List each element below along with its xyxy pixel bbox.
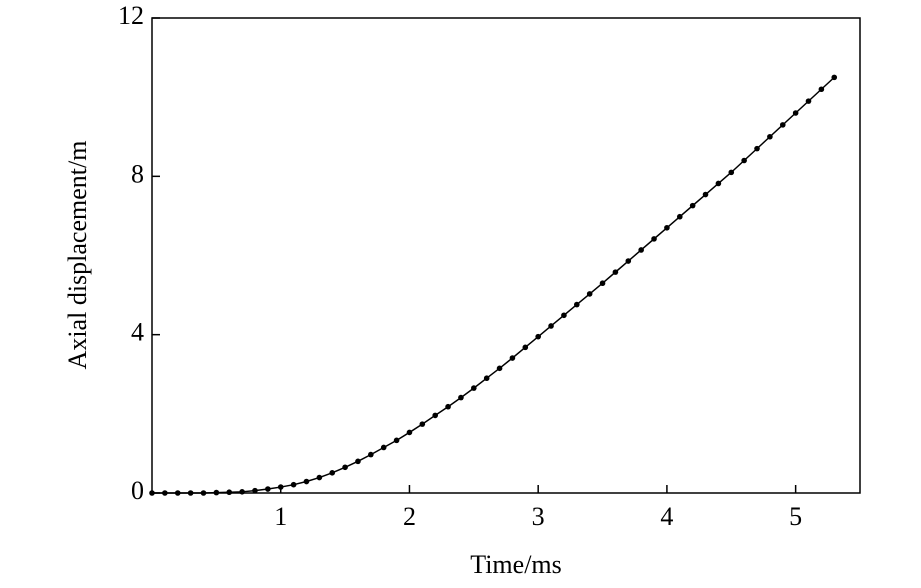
marker <box>419 421 426 427</box>
line <box>152 76 835 494</box>
y-tick-label: 0 <box>131 476 144 505</box>
marker <box>586 291 593 297</box>
marker <box>213 489 220 496</box>
marker <box>252 487 258 494</box>
marker <box>741 157 747 164</box>
y-tick-label: 8 <box>131 159 144 188</box>
marker <box>767 133 773 140</box>
marker <box>483 375 490 382</box>
marker <box>239 489 245 495</box>
marker <box>715 180 722 187</box>
marker <box>277 484 284 490</box>
marker <box>754 145 760 152</box>
marker <box>380 444 387 451</box>
marker <box>792 110 799 116</box>
marker <box>676 213 683 220</box>
marker <box>265 486 271 492</box>
marker <box>779 122 786 128</box>
y-axis-label: Axial displacement/m <box>63 141 92 370</box>
marker <box>612 269 619 275</box>
marker <box>728 169 735 176</box>
plot-frame <box>151 17 861 494</box>
marker <box>149 490 155 496</box>
x-tick-label: 4 <box>660 502 673 531</box>
marker <box>664 224 670 231</box>
marker <box>406 429 413 436</box>
marker <box>432 412 439 419</box>
marker <box>599 280 606 287</box>
marker <box>162 490 168 496</box>
marker <box>226 489 233 496</box>
x-tick-label: 2 <box>403 502 416 531</box>
x-tick-label: 5 <box>789 502 802 531</box>
marker <box>458 394 464 401</box>
marker <box>496 365 503 372</box>
x-tick-label: 1 <box>274 502 287 531</box>
marker <box>471 385 477 391</box>
marker <box>535 333 541 340</box>
marker <box>818 86 825 93</box>
marker <box>187 490 194 496</box>
marker <box>702 191 709 198</box>
y-tick-label: 4 <box>131 318 144 347</box>
marker <box>316 474 323 481</box>
marker <box>548 323 554 329</box>
marker <box>355 458 361 465</box>
marker <box>329 470 336 476</box>
x-tick-label: 3 <box>532 502 545 531</box>
marker <box>651 236 657 242</box>
marker <box>805 98 812 104</box>
marker <box>638 247 644 253</box>
marker <box>561 312 567 319</box>
marker <box>290 481 297 488</box>
marker <box>574 301 580 308</box>
marker <box>393 437 400 444</box>
y-tick-label: 12 <box>118 1 144 30</box>
marker <box>509 355 516 361</box>
x-axis-label: Time/ms <box>470 550 562 579</box>
marker <box>200 490 207 496</box>
marker <box>445 403 451 410</box>
marker <box>174 490 181 496</box>
marker <box>303 478 310 485</box>
marker <box>625 258 632 264</box>
marker <box>522 344 529 351</box>
marker <box>342 464 348 471</box>
marker <box>831 74 838 81</box>
marker <box>368 451 374 458</box>
marker <box>689 202 696 209</box>
